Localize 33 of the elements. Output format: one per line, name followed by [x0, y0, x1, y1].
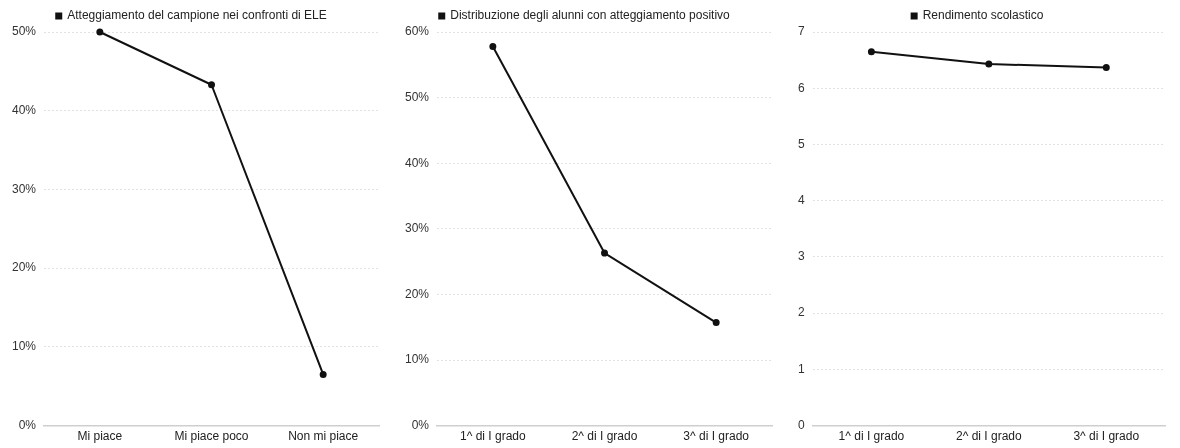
y-tick-label: 40% — [11, 103, 37, 118]
y-tick-label: 0% — [411, 417, 430, 432]
y-tick-label: 20% — [11, 260, 37, 275]
x-tick-label: Mi piace poco — [174, 429, 249, 444]
x-tick-label: Mi piace — [77, 429, 123, 444]
x-tick-label: 2^ di I grado — [571, 429, 638, 444]
y-tick-label: 2 — [797, 305, 805, 320]
y-tick-label: 1 — [797, 361, 805, 376]
y-tick-label: 30% — [11, 181, 37, 196]
y-tick-label: 5 — [797, 136, 805, 151]
y-tick-label: 7 — [797, 24, 805, 39]
y-tick-label: 0% — [18, 417, 37, 432]
y-tick-label: 50% — [404, 89, 430, 104]
y-tick-label: 20% — [404, 286, 430, 301]
y-tick-label: 40% — [404, 155, 430, 170]
y-tick-label: 60% — [404, 24, 430, 39]
legend-label: Distribuzione degli alunni con atteggiamento positivo — [450, 8, 731, 23]
x-tick-label: 2^ di I grado — [956, 429, 1022, 444]
x-tick-label: 1^ di I grado — [460, 429, 527, 444]
y-tick-label: 30% — [404, 221, 430, 236]
x-tick-label: Non mi piace — [288, 429, 359, 444]
legend-label: Atteggiamento del campione nei confronti di ELE — [67, 8, 327, 23]
y-tick-label: 6 — [797, 80, 805, 95]
y-tick-label: 10% — [11, 339, 37, 354]
y-tick-label: 0 — [797, 417, 805, 432]
legend-label: Rendimento scolastico — [922, 8, 1044, 23]
x-tick-label: 1^ di I grado — [838, 429, 905, 444]
y-tick-label: 10% — [404, 352, 430, 367]
y-tick-label: 4 — [797, 193, 805, 207]
x-tick-label: 3^ di I grado — [683, 429, 750, 444]
x-tick-label: 3^ di I grado — [1073, 429, 1140, 444]
y-tick-label: 50% — [11, 24, 37, 39]
y-tick-label: 3 — [797, 249, 805, 264]
